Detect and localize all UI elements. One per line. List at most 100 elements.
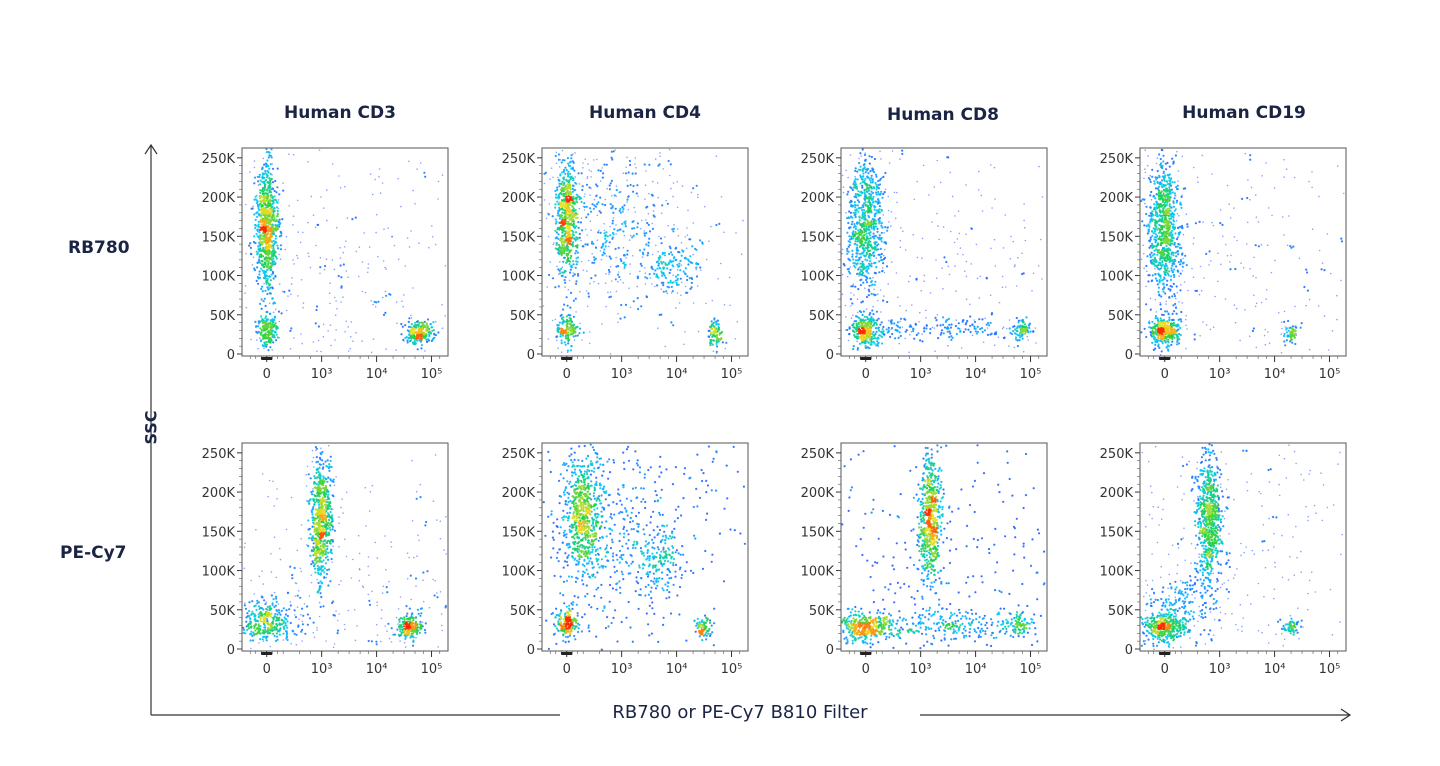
data-point bbox=[1278, 312, 1280, 314]
data-point bbox=[361, 261, 364, 263]
data-point bbox=[976, 325, 979, 328]
data-point bbox=[865, 227, 868, 230]
data-point bbox=[265, 252, 268, 256]
data-point bbox=[724, 347, 727, 350]
data-point bbox=[1280, 333, 1282, 335]
data-point bbox=[682, 250, 685, 253]
data-point bbox=[1211, 173, 1213, 175]
data-point bbox=[848, 201, 851, 204]
data-point bbox=[564, 166, 567, 169]
data-point bbox=[265, 336, 268, 339]
data-point bbox=[605, 272, 607, 275]
data-point bbox=[562, 201, 565, 204]
data-point bbox=[865, 195, 868, 198]
data-point bbox=[1239, 339, 1241, 342]
data-point bbox=[882, 214, 885, 216]
data-point bbox=[623, 204, 626, 207]
data-point bbox=[1172, 162, 1175, 165]
data-point bbox=[1175, 297, 1177, 300]
data-point bbox=[257, 330, 260, 334]
data-point bbox=[715, 350, 718, 353]
data-point bbox=[645, 219, 647, 221]
data-point bbox=[859, 191, 862, 194]
data-point bbox=[570, 332, 573, 335]
data-point bbox=[577, 172, 580, 175]
data-point bbox=[589, 282, 591, 285]
data-point bbox=[849, 186, 852, 189]
data-point bbox=[629, 306, 632, 309]
data-point bbox=[1171, 295, 1174, 298]
data-point bbox=[273, 195, 276, 198]
data-point bbox=[635, 192, 638, 195]
data-point bbox=[866, 317, 869, 320]
data-point bbox=[669, 163, 672, 166]
data-point bbox=[549, 178, 551, 180]
data-point bbox=[557, 197, 560, 200]
data-point bbox=[874, 219, 877, 222]
data-point bbox=[378, 175, 380, 178]
data-point bbox=[262, 225, 265, 228]
data-point bbox=[1020, 330, 1023, 333]
data-point bbox=[878, 208, 881, 211]
data-point bbox=[666, 263, 669, 266]
data-point bbox=[430, 326, 433, 329]
data-point bbox=[274, 255, 277, 258]
data-point bbox=[680, 294, 682, 296]
data-point bbox=[259, 247, 262, 250]
data-point bbox=[585, 183, 589, 186]
data-point bbox=[1255, 346, 1258, 349]
data-point bbox=[587, 295, 590, 298]
data-point bbox=[262, 319, 265, 322]
data-point bbox=[867, 206, 870, 210]
data-point bbox=[589, 220, 592, 222]
data-point bbox=[947, 265, 950, 268]
data-point bbox=[574, 334, 577, 337]
data-point bbox=[862, 172, 865, 175]
data-point bbox=[872, 232, 875, 235]
data-point bbox=[735, 232, 737, 234]
data-point bbox=[865, 308, 868, 310]
data-point bbox=[695, 268, 697, 271]
data-point bbox=[898, 331, 901, 334]
data-point bbox=[1021, 337, 1024, 340]
data-point bbox=[1035, 342, 1037, 344]
data-point bbox=[956, 238, 959, 240]
data-point bbox=[273, 252, 276, 255]
data-point bbox=[858, 266, 861, 269]
data-point bbox=[1174, 306, 1178, 309]
data-point bbox=[279, 258, 282, 260]
y-tick-label: 50K bbox=[510, 309, 536, 324]
data-point bbox=[410, 317, 413, 319]
data-point bbox=[1194, 289, 1197, 292]
data-point bbox=[1255, 216, 1258, 218]
data-point bbox=[560, 327, 563, 330]
data-point bbox=[591, 252, 593, 255]
data-point bbox=[1168, 165, 1171, 168]
data-point bbox=[319, 266, 322, 269]
data-point bbox=[617, 271, 620, 273]
data-point bbox=[275, 333, 278, 336]
data-point bbox=[931, 221, 933, 223]
data-point bbox=[879, 256, 882, 259]
data-point bbox=[691, 245, 694, 248]
data-point bbox=[275, 227, 278, 230]
data-point bbox=[894, 328, 897, 331]
data-point bbox=[344, 185, 346, 188]
data-point bbox=[676, 278, 679, 281]
data-point bbox=[874, 327, 878, 330]
data-point bbox=[267, 249, 270, 252]
data-point bbox=[861, 169, 864, 173]
data-point bbox=[1172, 304, 1175, 307]
data-point bbox=[666, 202, 669, 205]
data-point bbox=[872, 221, 875, 224]
data-point bbox=[949, 171, 951, 174]
data-point bbox=[1024, 226, 1026, 229]
data-point bbox=[682, 270, 685, 273]
data-point bbox=[350, 335, 352, 338]
data-point bbox=[874, 272, 877, 275]
data-point bbox=[661, 204, 664, 207]
data-point bbox=[358, 275, 360, 278]
data-point bbox=[660, 212, 663, 215]
data-point bbox=[266, 265, 269, 269]
data-point bbox=[559, 261, 561, 263]
